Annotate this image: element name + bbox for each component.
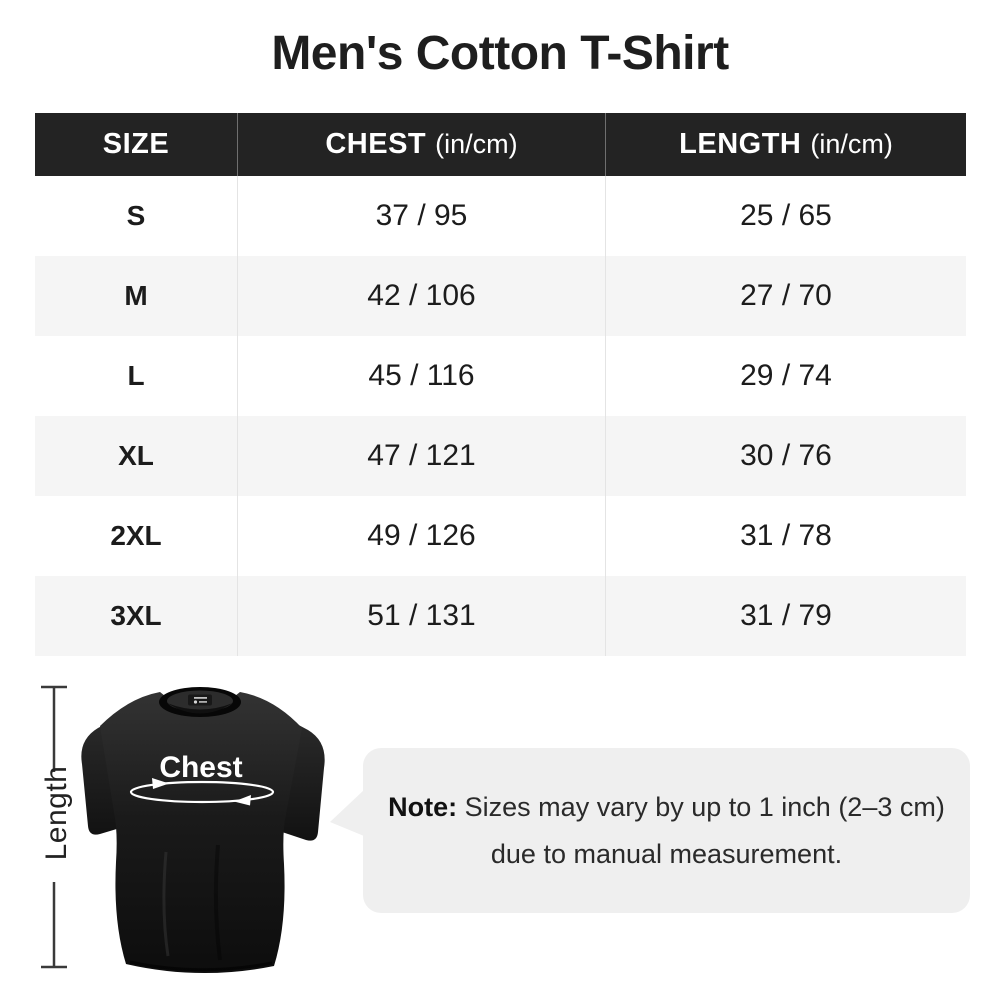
length-line (41, 685, 67, 969)
page-title: Men's Cotton T-Shirt (271, 27, 729, 80)
chest-cell: 49 / 126 (237, 496, 605, 576)
column-header-unit: (in/cm) (810, 129, 893, 159)
arrow-left-icon (234, 795, 251, 806)
column-header-label: LENGTH (679, 128, 802, 160)
column-header-label: CHEST (325, 128, 427, 160)
column-header-label: SIZE (102, 128, 170, 160)
table-row: XL 47 / 121 30 / 76 (35, 416, 966, 496)
collar-front-band (167, 703, 233, 714)
size-cell: XL (118, 440, 154, 471)
arrow-right-icon (152, 778, 169, 789)
table-header-row: SIZE CHEST (in/cm) LENGTH (in/cm) (35, 113, 966, 176)
tshirt-illustration: Chest (66, 680, 336, 985)
table-row: 3XL 51 / 131 31 / 79 (35, 576, 966, 656)
note-text-line2: due to manual measurement. (490, 838, 843, 869)
chest-cell: 51 / 131 (237, 576, 605, 656)
size-cell: S (126, 200, 146, 231)
column-header-unit: (in/cm) (435, 129, 518, 159)
shirt-body (100, 692, 302, 974)
length-cell: 27 / 70 (605, 256, 966, 336)
table-row: L 45 / 116 29 / 74 (35, 336, 966, 416)
size-chart-table: SIZE CHEST (in/cm) LENGTH (in/cm) S 37 /… (35, 113, 966, 656)
length-indicator: Length (30, 676, 84, 981)
size-cell: 3XL (110, 600, 162, 631)
table-row: M 42 / 106 27 / 70 (35, 256, 966, 336)
length-cell: 30 / 76 (605, 416, 966, 496)
length-cell: 25 / 65 (605, 176, 966, 256)
size-cell: L (127, 360, 145, 391)
length-cell: 31 / 79 (605, 576, 966, 656)
chest-cell: 42 / 106 (237, 256, 605, 336)
column-header-chest: CHEST (in/cm) (237, 113, 605, 176)
note-bubble: Note: Sizes may vary by up to 1 inch (2–… (330, 748, 970, 913)
size-cell: 2XL (110, 520, 162, 551)
chest-cell: 37 / 95 (237, 176, 605, 256)
note-tail (330, 790, 364, 836)
size-cell: M (124, 280, 148, 311)
tshirt-image: Chest (81, 687, 325, 974)
note-prefix: Note: (388, 791, 458, 822)
chest-cell: 45 / 116 (237, 336, 605, 416)
length-cell: 31 / 78 (605, 496, 966, 576)
note-text-line1: Note: Sizes may vary by up to 1 inch (2–… (388, 791, 945, 822)
column-header-length: LENGTH (in/cm) (605, 113, 966, 176)
chest-measure-arrow (129, 778, 275, 806)
brand-label (188, 694, 212, 706)
table-row: 2XL 49 / 126 31 / 78 (35, 496, 966, 576)
chest-label: Chest (159, 751, 242, 784)
chest-cell: 47 / 121 (237, 416, 605, 496)
note-line1-text: Sizes may vary by up to 1 inch (2–3 cm) (457, 791, 945, 822)
length-cell: 29 / 74 (605, 336, 966, 416)
table-row: S 37 / 95 25 / 65 (35, 176, 966, 256)
column-header-size: SIZE (35, 113, 237, 176)
